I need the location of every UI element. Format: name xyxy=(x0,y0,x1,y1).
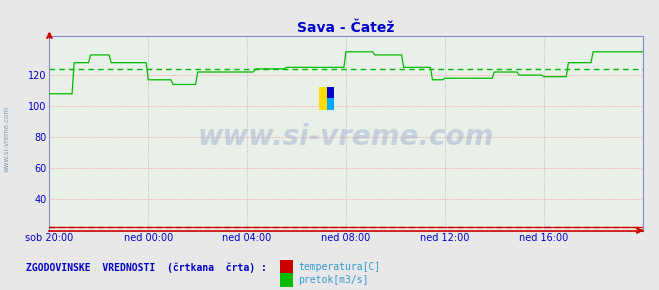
Bar xyxy=(320,87,334,110)
Title: Sava - Čatež: Sava - Čatež xyxy=(297,21,395,35)
Text: ZGODOVINSKE  VREDNOSTI  (črtkana  črta) :: ZGODOVINSKE VREDNOSTI (črtkana črta) : xyxy=(26,262,268,273)
Text: www.si-vreme.com: www.si-vreme.com xyxy=(3,106,10,172)
Text: pretok[m3/s]: pretok[m3/s] xyxy=(299,276,369,285)
Bar xyxy=(327,87,334,110)
Text: temperatura[C]: temperatura[C] xyxy=(299,262,381,272)
Text: www.si-vreme.com: www.si-vreme.com xyxy=(198,123,494,151)
Bar xyxy=(327,87,334,98)
